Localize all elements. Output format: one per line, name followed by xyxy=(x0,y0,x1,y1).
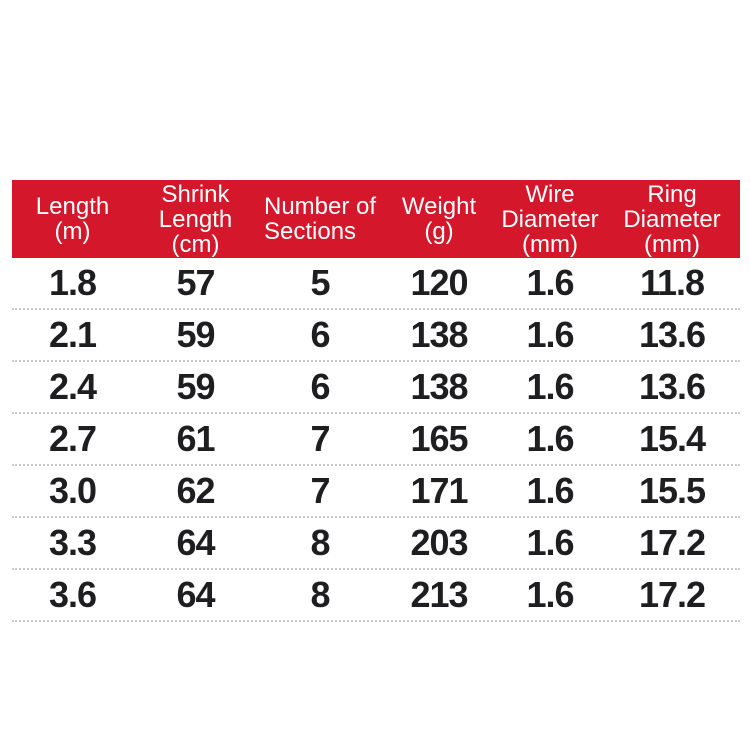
cell-wire-diameter: 1.6 xyxy=(526,366,574,407)
cell-shrink-length: 57 xyxy=(176,262,215,303)
cell-ring-diameter: 17.2 xyxy=(638,574,706,615)
cell-shrink-length: 61 xyxy=(176,418,215,459)
header-line: Diameter xyxy=(501,205,599,233)
header-line: Diameter xyxy=(623,205,721,233)
column-header-shrink-length: Shrink Length (cm) xyxy=(133,180,258,258)
cell-wire-diameter: 1.6 xyxy=(526,522,574,563)
header-line: Wire xyxy=(525,180,575,208)
header-line: Sections xyxy=(264,218,357,245)
header-line: Length xyxy=(158,205,233,233)
cell-length: 2.4 xyxy=(48,366,97,407)
cell-length: 2.1 xyxy=(48,314,97,355)
cell-wire-diameter: 1.6 xyxy=(526,262,574,303)
cell-wire-diameter: 1.6 xyxy=(526,418,574,459)
column-header-weight: Weight (g) xyxy=(382,180,496,258)
cell-wire-diameter: 1.6 xyxy=(526,470,574,511)
cell-length: 2.7 xyxy=(48,418,97,459)
cell-ring-diameter: 15.4 xyxy=(638,418,706,459)
cell-sections: 6 xyxy=(310,314,330,355)
table-row: 2.1 59 6 138 1.6 13.6 xyxy=(12,310,740,362)
cell-shrink-length: 59 xyxy=(176,366,215,407)
cell-sections: 8 xyxy=(310,522,330,563)
header-line: Shrink xyxy=(161,180,230,208)
cell-weight: 165 xyxy=(410,418,468,459)
cell-wire-diameter: 1.6 xyxy=(526,574,574,615)
cell-shrink-length: 59 xyxy=(176,314,215,355)
cell-sections: 7 xyxy=(310,470,330,511)
cell-shrink-length: 64 xyxy=(176,522,215,563)
spec-table: Length (m) Shrink Length (cm) Number of … xyxy=(12,180,740,622)
cell-sections: 6 xyxy=(310,366,330,407)
cell-weight: 138 xyxy=(410,314,468,355)
cell-sections: 7 xyxy=(310,418,330,459)
cell-sections: 5 xyxy=(310,262,330,303)
header-line: (cm) xyxy=(171,230,220,258)
cell-length: 3.6 xyxy=(48,574,97,615)
header-line: (mm) xyxy=(644,230,700,258)
table-row: 2.4 59 6 138 1.6 13.6 xyxy=(12,362,740,414)
cell-shrink-length: 64 xyxy=(176,574,215,615)
cell-ring-diameter: 17.2 xyxy=(638,522,706,563)
table-row: 1.8 57 5 120 1.6 11.8 xyxy=(12,258,740,310)
cell-weight: 203 xyxy=(410,522,468,563)
table-row: 3.6 64 8 213 1.6 17.2 xyxy=(12,570,740,622)
cell-ring-diameter: 13.6 xyxy=(638,314,706,355)
table-row: 3.0 62 7 171 1.6 15.5 xyxy=(12,466,740,518)
cell-ring-diameter: 13.6 xyxy=(638,366,706,407)
header-line: (m) xyxy=(54,218,91,245)
table-row: 3.3 64 8 203 1.6 17.2 xyxy=(12,518,740,570)
cell-weight: 213 xyxy=(410,574,468,615)
table-row: 2.7 61 7 165 1.6 15.4 xyxy=(12,414,740,466)
header-line: Number of xyxy=(264,193,377,220)
column-header-ring-diameter: Ring Diameter (mm) xyxy=(604,180,740,258)
column-header-number-of-sections: Number of Sections xyxy=(258,180,382,258)
cell-weight: 171 xyxy=(410,470,468,511)
cell-shrink-length: 62 xyxy=(176,470,215,511)
cell-ring-diameter: 11.8 xyxy=(639,262,705,303)
header-line: (mm) xyxy=(522,230,578,258)
cell-length: 3.3 xyxy=(48,522,97,563)
cell-weight: 138 xyxy=(410,366,468,407)
header-line: Length xyxy=(35,193,110,220)
table-header-row: Length (m) Shrink Length (cm) Number of … xyxy=(12,180,740,258)
header-line: Ring xyxy=(647,180,697,208)
cell-wire-diameter: 1.6 xyxy=(526,314,574,355)
header-line: Weight xyxy=(401,193,477,220)
column-header-wire-diameter: Wire Diameter (mm) xyxy=(496,180,604,258)
column-header-length: Length (m) xyxy=(12,180,133,258)
header-line: (g) xyxy=(424,218,454,245)
cell-sections: 8 xyxy=(310,574,330,615)
cell-weight: 120 xyxy=(410,262,468,303)
cell-length: 1.8 xyxy=(48,262,97,303)
cell-ring-diameter: 15.5 xyxy=(638,470,706,511)
cell-length: 3.0 xyxy=(48,470,97,511)
